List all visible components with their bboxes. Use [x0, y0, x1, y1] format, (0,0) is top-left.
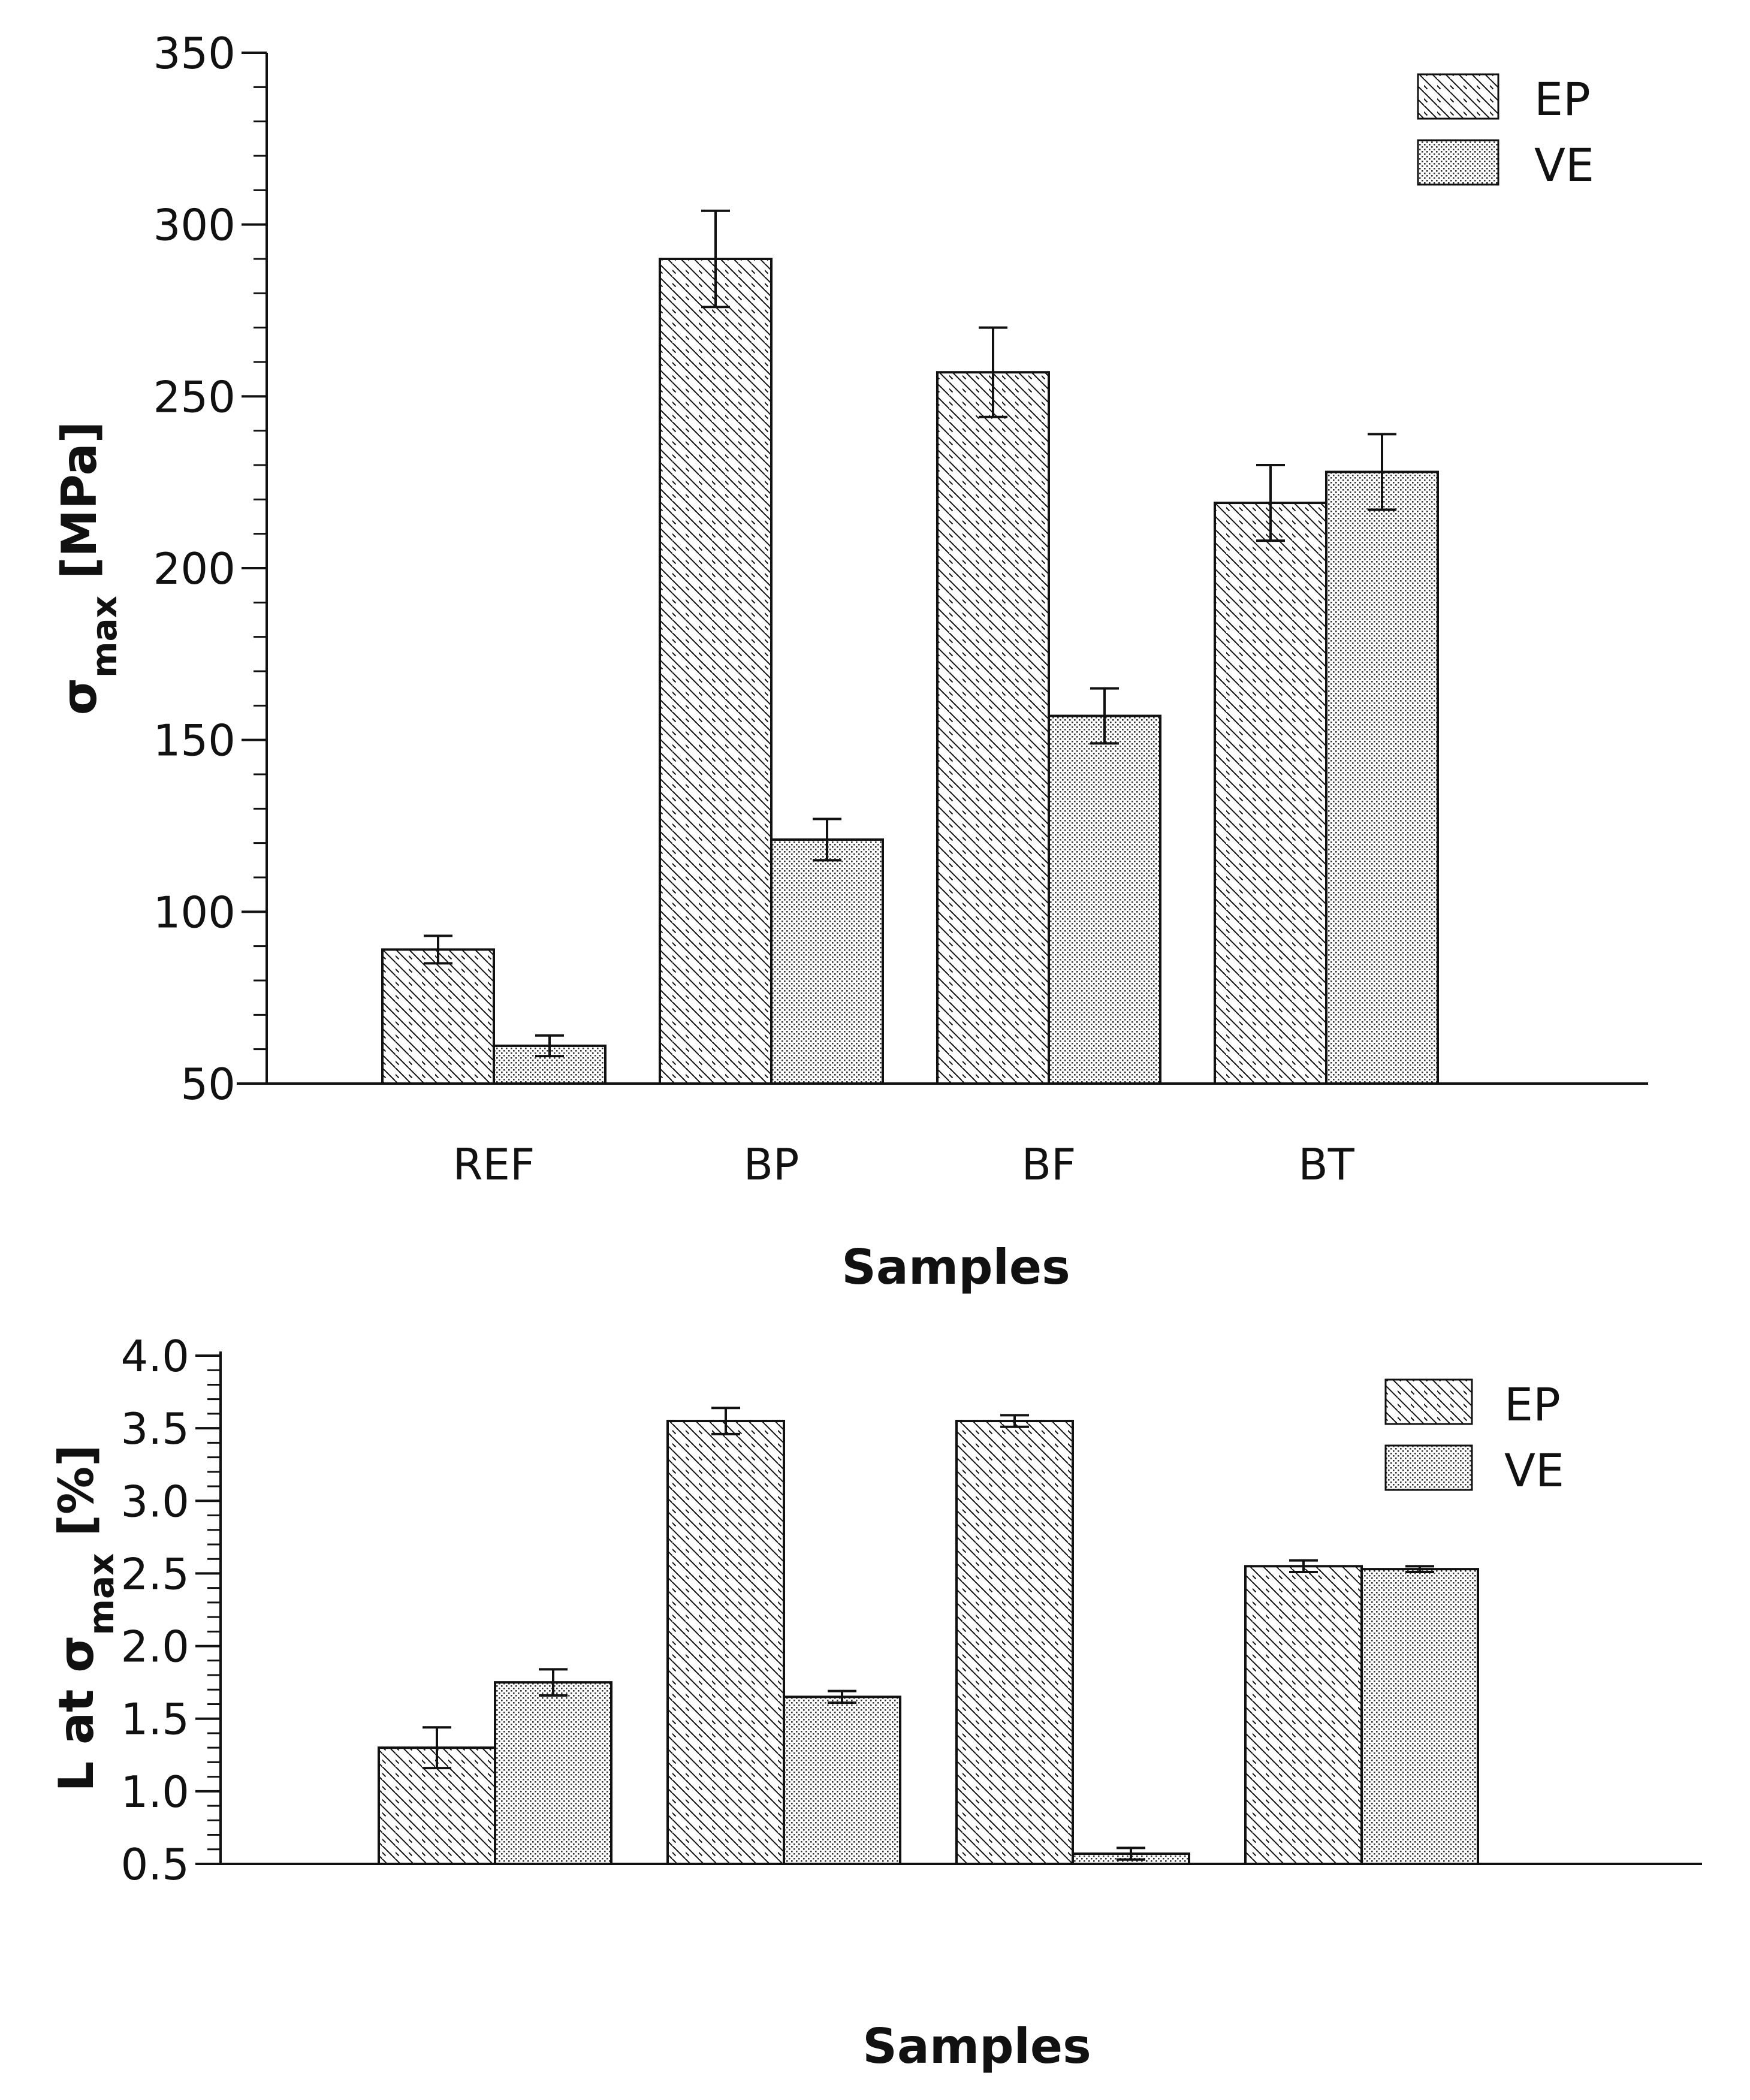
x-axis-title: Samples — [841, 1239, 1070, 1295]
y-tick-label: 3.0 — [120, 1476, 189, 1526]
legend-swatch-ve — [1417, 139, 1499, 186]
y-tick-label: 2.5 — [120, 1549, 189, 1599]
bar-ve — [783, 1695, 901, 1865]
bar-ep — [936, 371, 1050, 1085]
y-tick-label: 1.5 — [120, 1694, 189, 1745]
error-bar-ve — [1368, 433, 1396, 511]
legend: EP VE — [1417, 73, 1594, 192]
legend: EP VE — [1384, 1378, 1564, 1497]
bar-ve — [1048, 714, 1161, 1085]
legend-label-ep: EP — [1534, 73, 1591, 126]
error-bar-ep — [423, 1726, 451, 1770]
y-tick-label: 2.0 — [120, 1622, 189, 1672]
legend-swatch-ep — [1417, 73, 1499, 120]
y-axis-title-main: σ — [52, 678, 107, 715]
y-tick-label: 0.5 — [120, 1839, 189, 1890]
error-bar-ep — [1289, 1559, 1318, 1574]
error-bar-ep — [1000, 1414, 1029, 1428]
y-tick-label: 4.0 — [120, 1331, 189, 1381]
y-axis-title-sub: max — [84, 596, 125, 678]
bar-ve — [1325, 470, 1439, 1085]
chart-top: 50 100 150 200 250 300 350 REF BP BF BT σmax [MPa… — [52, 28, 1648, 1295]
error-bar-ve — [1117, 1846, 1145, 1861]
bar-ep — [659, 258, 773, 1085]
error-bar-ve — [539, 1668, 568, 1697]
bar-ep — [955, 1420, 1074, 1865]
error-bar-ep — [711, 1407, 740, 1435]
bar-ep — [1244, 1565, 1363, 1865]
y-tick-label: 100 — [153, 887, 236, 937]
bar-ve — [770, 838, 884, 1085]
error-bar-ep — [701, 209, 730, 309]
x-axis-title: Samples — [862, 2018, 1091, 2074]
error-bar-ep — [424, 934, 452, 965]
y-tick-label: 3.5 — [120, 1404, 189, 1454]
error-bar-ve — [1405, 1565, 1434, 1574]
category-label: REF — [453, 1139, 535, 1190]
y-tick-label: 300 — [153, 200, 236, 251]
legend-label-ve: VE — [1504, 1444, 1564, 1497]
y-axis-title: σmax [MPa] — [52, 421, 125, 715]
y-tick-label: 350 — [153, 28, 236, 79]
y-tick-label: 250 — [153, 372, 236, 422]
error-bar-ve — [813, 817, 841, 862]
bar-ve — [494, 1681, 612, 1865]
error-bar-ep — [1256, 464, 1285, 542]
chart-bottom: 0.5 1.0 1.5 2.0 2.5 3.0 3.5 4.0 L at σmax [%] S… — [49, 1331, 1702, 2074]
y-tick-label: 200 — [153, 544, 236, 594]
error-bar-ve — [828, 1689, 856, 1704]
legend-swatch-ve — [1384, 1444, 1473, 1491]
legend-label-ve: VE — [1534, 138, 1594, 192]
legend-label-ep: EP — [1504, 1378, 1561, 1431]
y-axis-title: L at σmax [%] — [49, 1444, 122, 1791]
y-axis-title-suffix: [MPa] — [52, 421, 107, 596]
bar-ep — [1214, 502, 1327, 1085]
error-bar-ve — [535, 1034, 564, 1058]
error-bar-ep — [979, 326, 1007, 418]
y-tick-label: 50 — [180, 1059, 236, 1109]
category-label: BP — [744, 1139, 799, 1190]
bar-ve — [1360, 1568, 1479, 1865]
bar-ep — [666, 1420, 785, 1865]
y-axis-title-main: L at σ — [49, 1635, 104, 1791]
error-bar-ve — [1090, 687, 1119, 745]
category-label: BT — [1298, 1139, 1354, 1190]
legend-swatch-ep — [1384, 1378, 1473, 1425]
y-tick-label: 1.0 — [120, 1767, 189, 1817]
y-tick-label: 150 — [153, 716, 236, 766]
bar-ep — [381, 948, 495, 1085]
category-label: BF — [1022, 1139, 1076, 1190]
y-axis-title-suffix: [%] — [49, 1444, 104, 1553]
y-axis-title-sub: max — [81, 1553, 122, 1635]
